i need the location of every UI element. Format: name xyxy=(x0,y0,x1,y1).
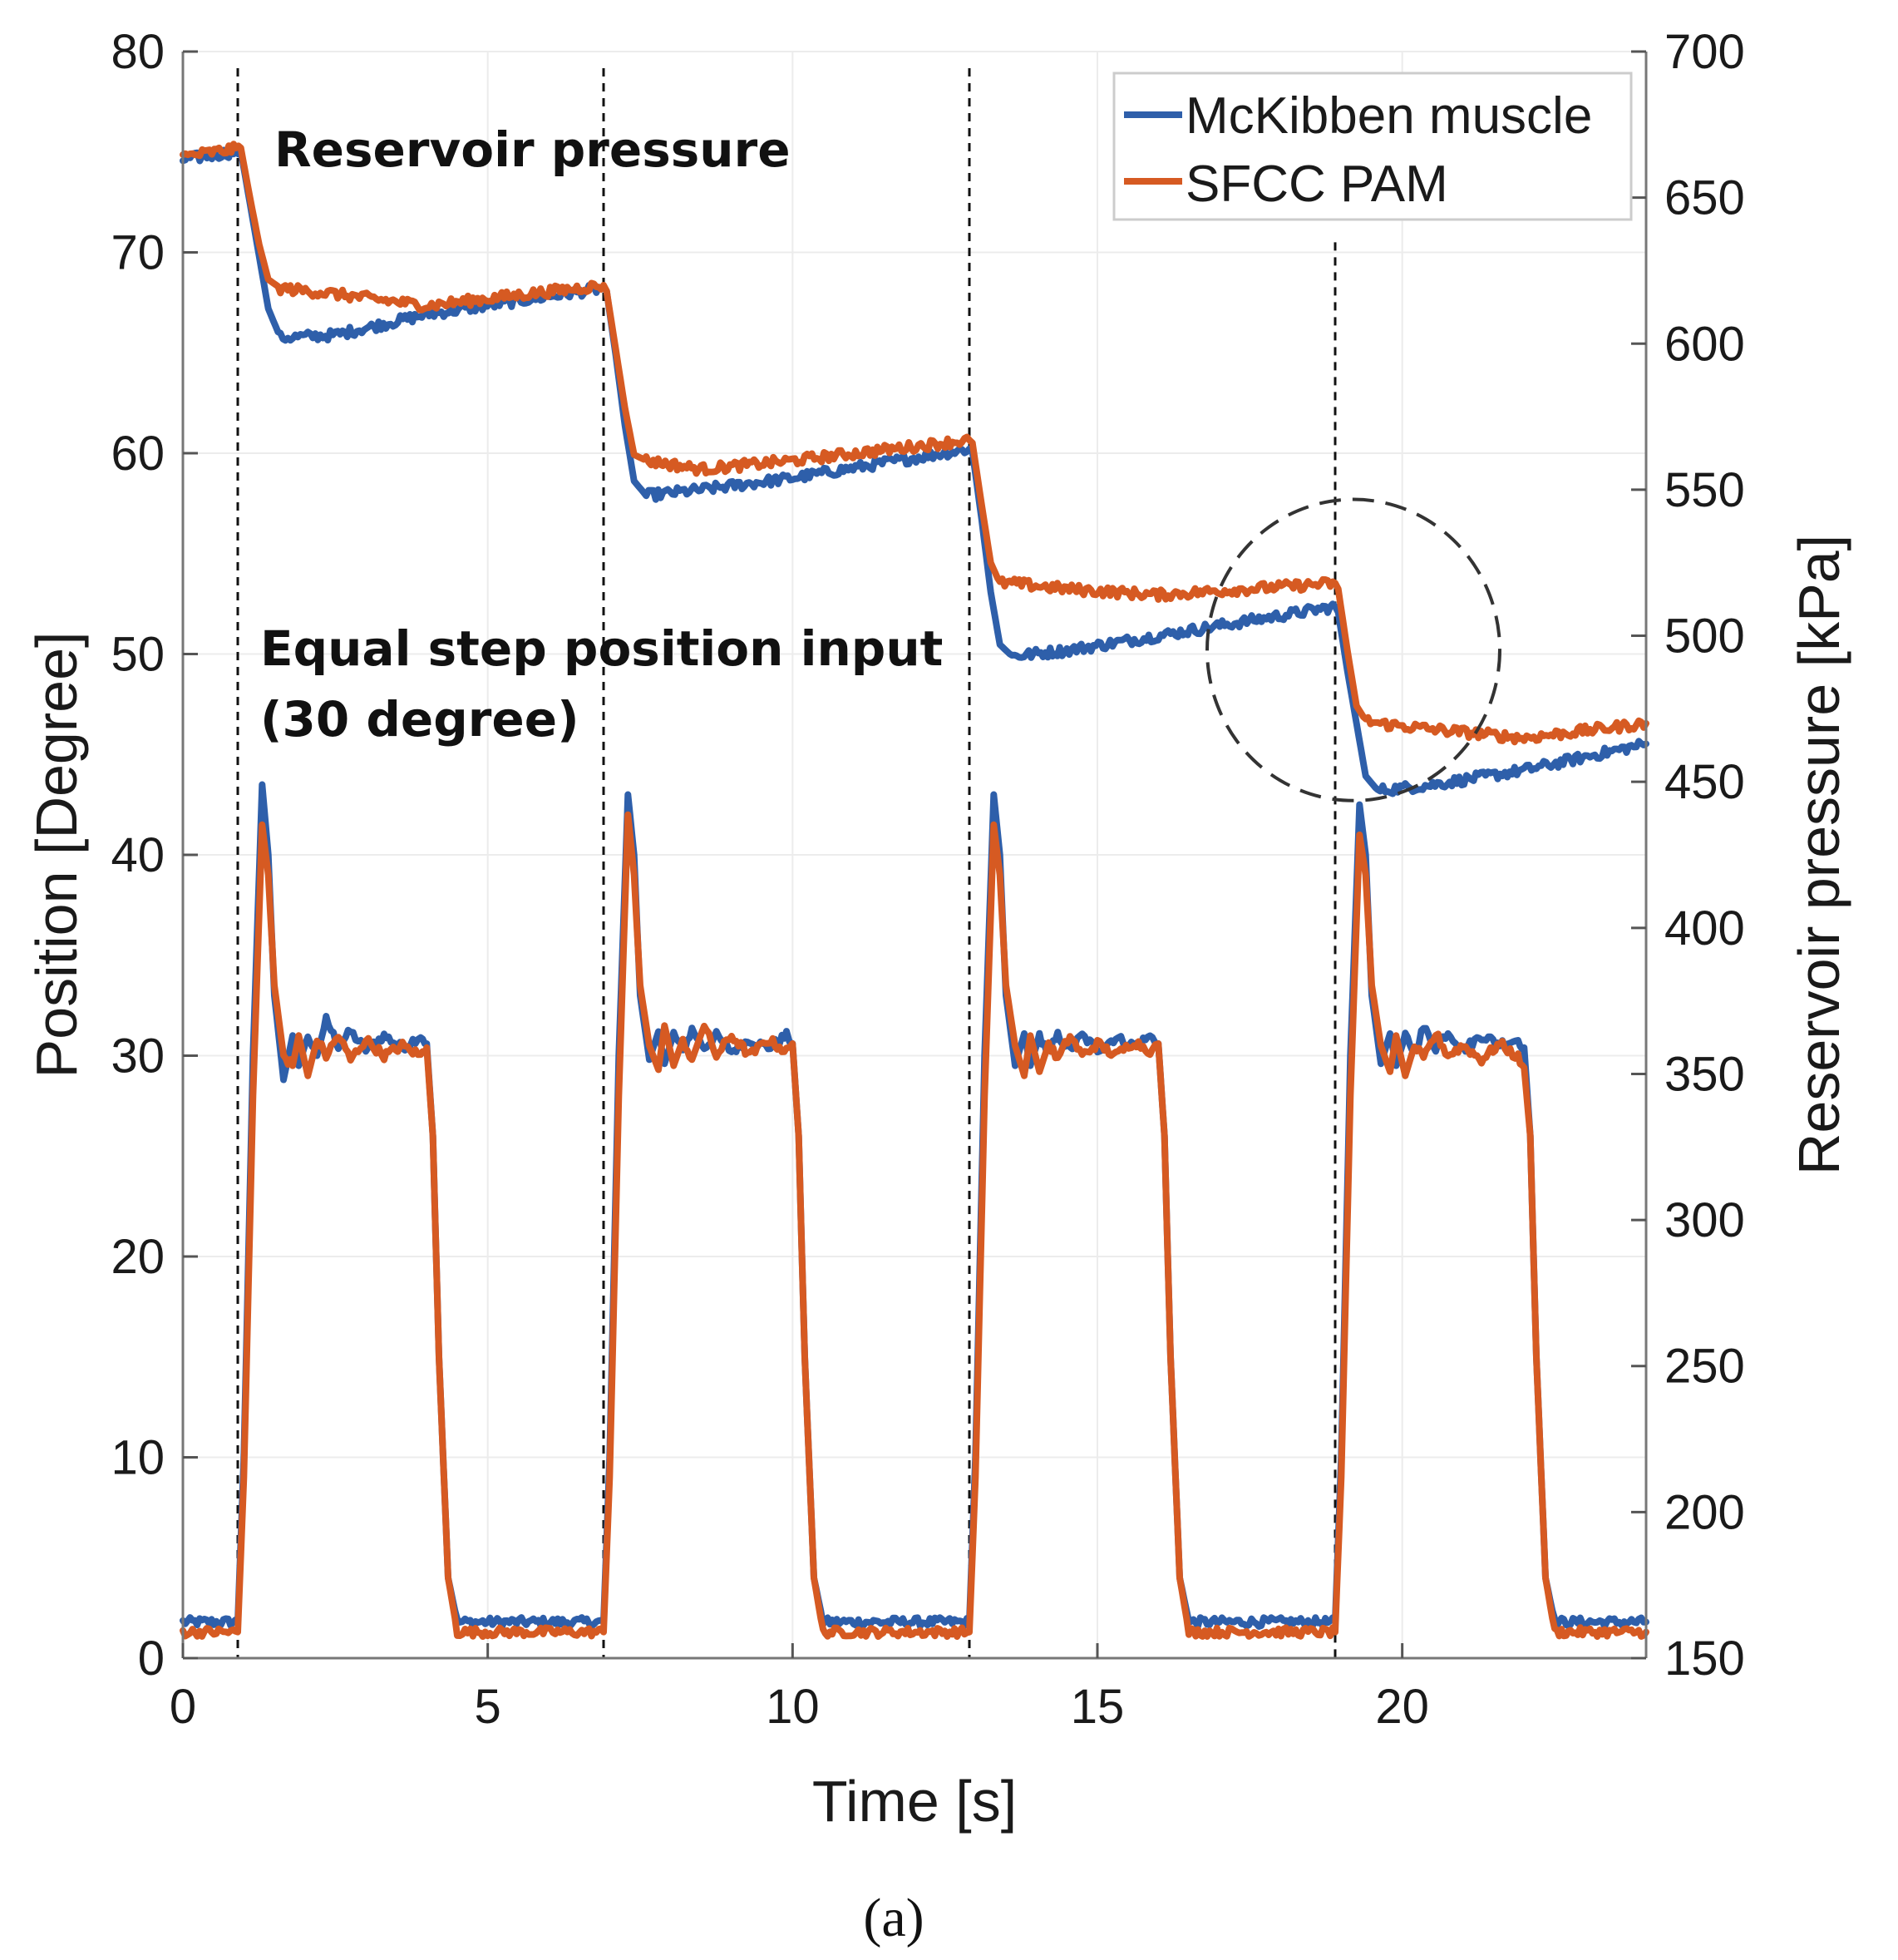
highlight-circle xyxy=(1205,497,1501,802)
y2-tick-label: 700 xyxy=(1664,25,1745,79)
y-tick-label: 10 xyxy=(111,1431,165,1485)
y2-tick-label: 450 xyxy=(1664,755,1745,809)
series-layer xyxy=(180,141,1649,1640)
y2-axis-title: Reservoir pressure [kPa] xyxy=(1787,535,1851,1175)
y2-tick-label: 650 xyxy=(1664,171,1745,225)
y2-tick-label: 150 xyxy=(1664,1632,1745,1686)
y-tick-label: 70 xyxy=(111,226,165,280)
series-line-position-mckibben xyxy=(180,781,1649,1630)
annotation-reservoir-pressure: Reservoir pressure xyxy=(274,121,791,178)
y2-tick-label: 600 xyxy=(1664,317,1745,371)
y2-tick-label: 400 xyxy=(1664,901,1745,955)
y-tick-label: 30 xyxy=(111,1029,165,1084)
x-tick-label: 10 xyxy=(766,1680,820,1734)
y-tick-label: 50 xyxy=(111,628,165,682)
y2-tick-label: 300 xyxy=(1664,1193,1745,1247)
x-axis-title: Time [s] xyxy=(812,1769,1017,1834)
x-tick-label: 15 xyxy=(1071,1680,1125,1734)
y2-tick-label: 500 xyxy=(1664,610,1745,664)
y-tick-label: 20 xyxy=(111,1230,165,1284)
y2-tick-label: 250 xyxy=(1664,1340,1745,1394)
x-tick-label: 5 xyxy=(475,1680,501,1734)
y2-tick-label: 550 xyxy=(1664,463,1745,517)
panel-label: (a) xyxy=(863,1888,924,1948)
y-tick-label: 40 xyxy=(111,828,165,882)
legend: McKibben muscle SFCC PAM xyxy=(1112,72,1633,221)
y-tick-label: 80 xyxy=(111,25,165,79)
annotation-step-input: Equal step position input xyxy=(260,620,943,677)
step-markers xyxy=(236,68,1337,1658)
y-tick-label: 60 xyxy=(111,427,165,481)
y2-tick-label: 200 xyxy=(1664,1485,1745,1539)
legend-box xyxy=(1112,72,1633,221)
highlight-layer xyxy=(1205,497,1501,802)
series-line-pressure-sfcc xyxy=(180,141,1649,746)
legend-label-mckibben: McKibben muscle xyxy=(1186,87,1592,145)
x-tick-label: 20 xyxy=(1375,1680,1429,1734)
y2-tick-label: 350 xyxy=(1664,1047,1745,1101)
x-tick-label: 0 xyxy=(170,1680,196,1734)
y-axis-title: Position [Degree] xyxy=(24,632,89,1079)
series-line-position-sfcc xyxy=(180,811,1649,1640)
legend-label-sfcc: SFCC PAM xyxy=(1186,156,1448,213)
axes: 0 5 10 15 2001020304050607080150200250300350… xyxy=(111,25,1744,1734)
y-tick-label: 0 xyxy=(138,1632,165,1686)
annotation-step-size: (30 degree) xyxy=(260,691,579,748)
